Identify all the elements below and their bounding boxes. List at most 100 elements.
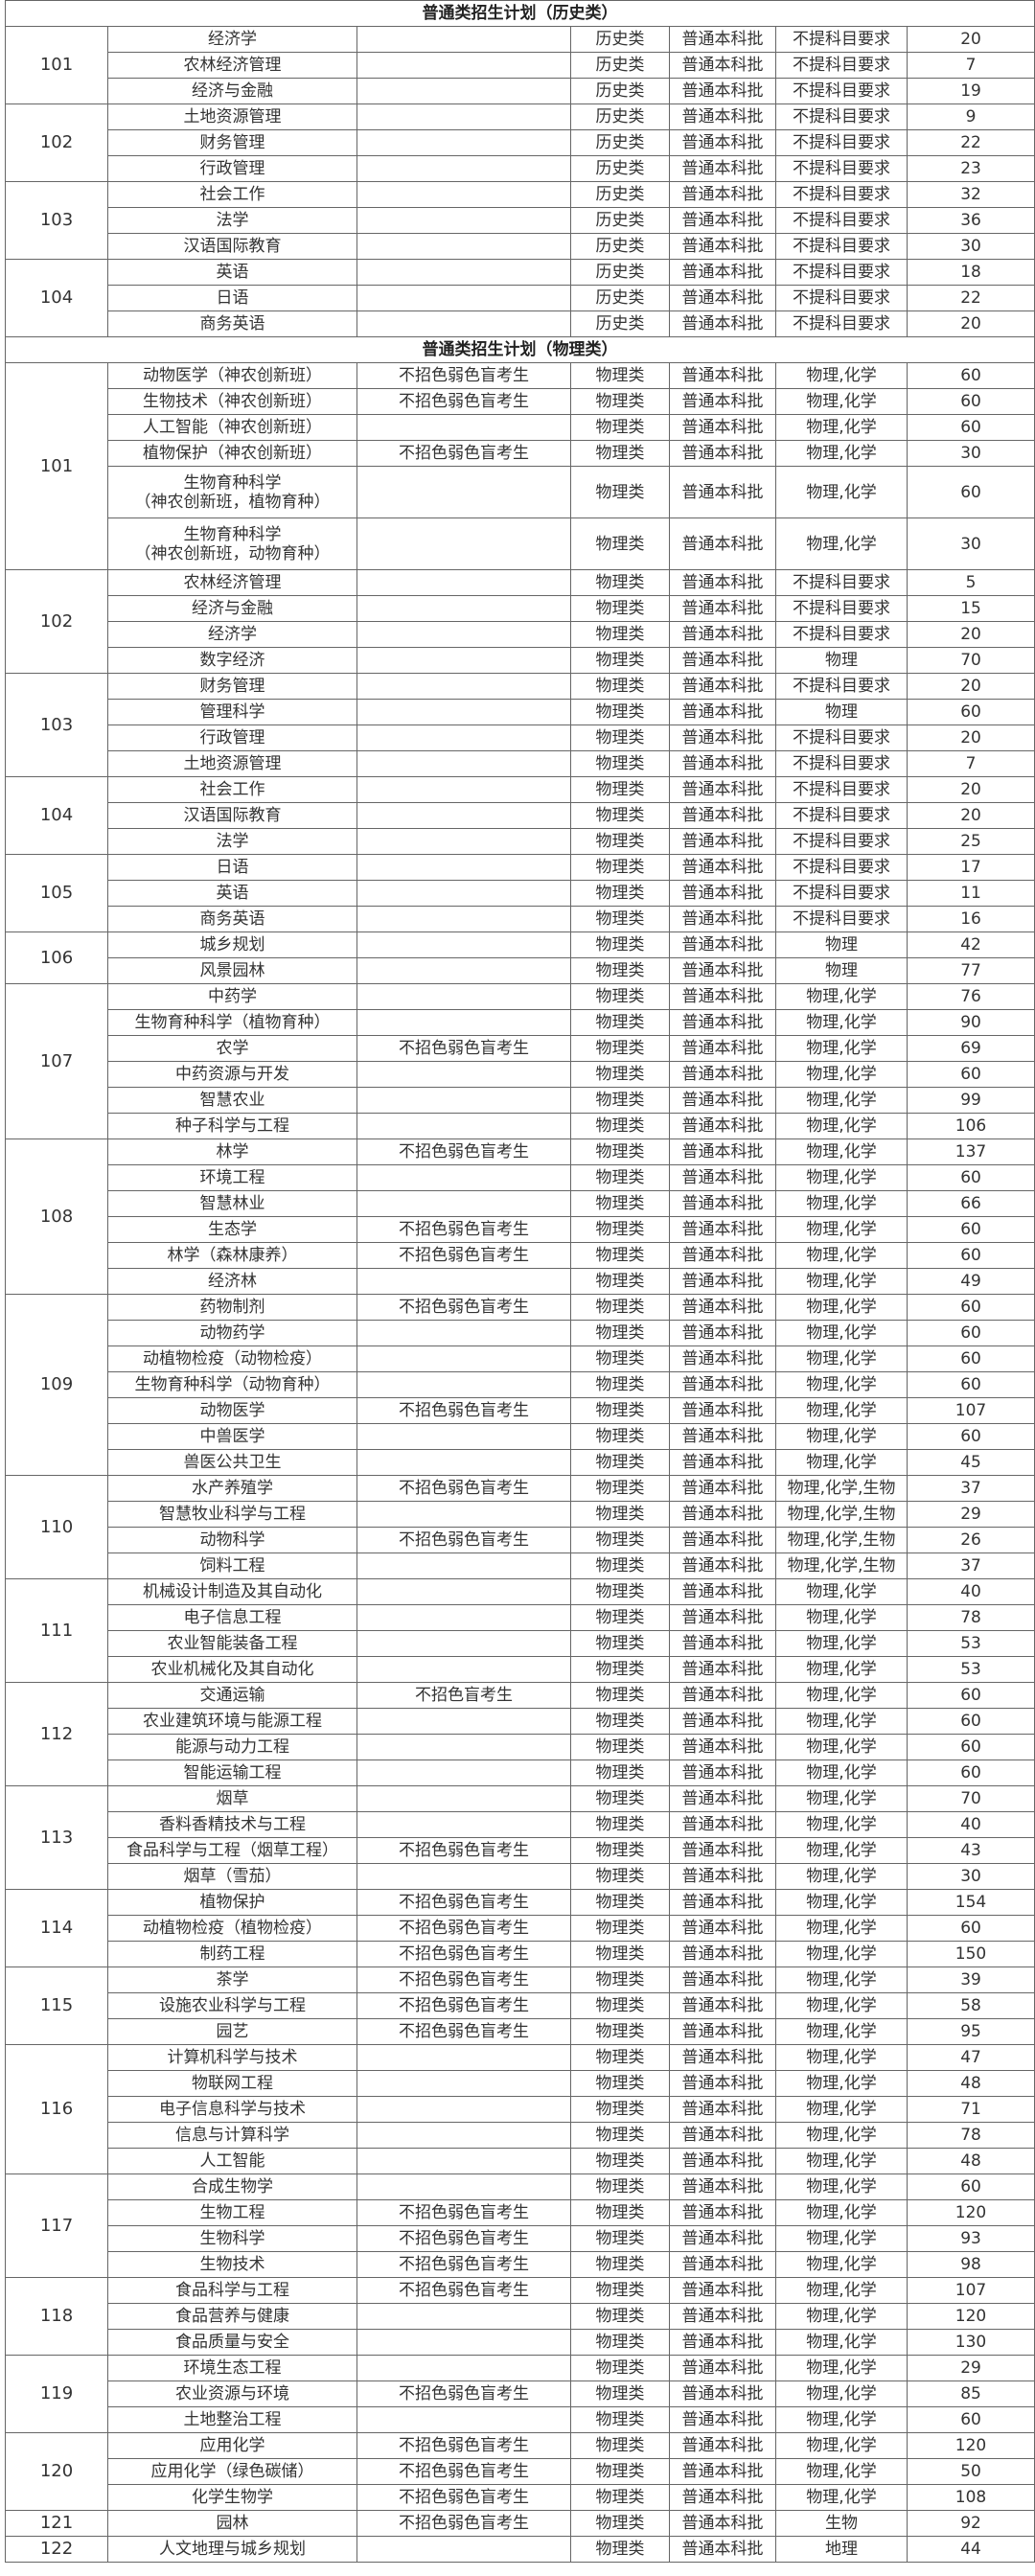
admission-batch: 普通本科批	[669, 52, 776, 79]
admission-note	[356, 828, 571, 855]
admission-note	[356, 1423, 571, 1450]
subject-requirement: 物理,化学	[775, 1009, 908, 1036]
admission-batch: 普通本科批	[669, 2303, 776, 2330]
admission-note	[356, 854, 571, 881]
subject-requirement: 物理,化学	[775, 388, 908, 415]
plan-count: 71	[906, 2096, 1035, 2123]
plan-count: 60	[906, 414, 1035, 441]
subject-requirement: 物理,化学	[775, 1578, 908, 1605]
admission-batch: 普通本科批	[669, 1708, 776, 1735]
plan-count: 60	[906, 1423, 1035, 1450]
admission-note: 不招色盲考生	[356, 1682, 571, 1709]
subject-category: 物理类	[570, 1889, 670, 1916]
major-name: 生态学	[107, 1216, 357, 1243]
plan-count: 30	[906, 233, 1035, 260]
subject-category: 物理类	[570, 1449, 670, 1476]
subject-requirement: 物理,化学	[775, 1061, 908, 1088]
table-row: 饲料工程 物理类 普通本科批 物理,化学,生物 37	[6, 1552, 1035, 1579]
admission-note	[356, 26, 571, 53]
subject-category: 物理类	[570, 2458, 670, 2485]
major-name: 环境生态工程	[107, 2355, 357, 2381]
admission-note	[356, 285, 571, 311]
subject-requirement: 不提科目要求	[775, 776, 908, 803]
plan-count: 37	[906, 1475, 1035, 1502]
subject-requirement: 物理,化学	[775, 1397, 908, 1424]
group-code: 102	[5, 104, 108, 182]
plan-count: 42	[906, 932, 1035, 958]
table-row: 食品质量与安全 物理类 普通本科批 物理,化学 130	[6, 2329, 1035, 2356]
major-name: 植物保护	[107, 1889, 357, 1916]
admission-note	[356, 880, 571, 907]
subject-category: 物理类	[570, 1966, 670, 1993]
group-code: 109	[5, 1294, 108, 1476]
plan-count: 60	[906, 1682, 1035, 1709]
admission-batch: 普通本科批	[669, 518, 776, 570]
admission-batch: 普通本科批	[669, 2251, 776, 2278]
subject-category: 物理类	[570, 957, 670, 984]
table-row: 121 园林 不招色弱色盲考生 物理类 普通本科批 生物 92	[5, 2510, 1035, 2537]
major-name: 风景园林	[107, 957, 357, 984]
subject-category: 物理类	[570, 2484, 670, 2511]
admission-note	[356, 776, 571, 803]
subject-category: 物理类	[570, 1992, 670, 2019]
plan-count: 22	[906, 285, 1035, 311]
table-row: 法学 历史类 普通本科批 不提科目要求 36	[6, 207, 1035, 234]
subject-category: 物理类	[570, 828, 670, 855]
subject-category: 历史类	[570, 129, 670, 156]
major-name: 生物育种科学（动物育种）	[107, 1371, 357, 1398]
major-name: 能源与动力工程	[107, 1734, 357, 1760]
subject-category: 物理类	[570, 1708, 670, 1735]
subject-category: 物理类	[570, 699, 670, 725]
major-name: 电子信息工程	[107, 1604, 357, 1631]
admission-batch: 普通本科批	[669, 440, 776, 467]
admission-note	[356, 1087, 571, 1114]
table-row: 116 计算机科学与技术 物理类 普通本科批 物理,化学 47	[5, 2044, 1035, 2174]
group-code: 103	[5, 673, 108, 777]
plan-count: 60	[906, 1242, 1035, 1269]
subject-requirement: 不提科目要求	[775, 233, 908, 260]
group-code: 108	[5, 1138, 108, 1295]
admission-batch: 普通本科批	[669, 1863, 776, 1890]
admission-note	[356, 1578, 571, 1605]
admission-batch: 普通本科批	[669, 854, 776, 881]
major-name: 农学	[107, 1035, 357, 1062]
subject-requirement: 物理,化学	[775, 1216, 908, 1243]
admission-note	[356, 1501, 571, 1528]
admission-batch: 普通本科批	[669, 1992, 776, 2019]
subject-requirement: 物理,化学	[775, 2044, 908, 2071]
subject-category: 物理类	[570, 647, 670, 674]
plan-count: 37	[906, 1552, 1035, 1579]
subject-category: 物理类	[570, 2044, 670, 2071]
subject-category: 物理类	[570, 750, 670, 777]
table-row: 园艺 不招色弱色盲考生 物理类 普通本科批 物理,化学 95	[6, 2018, 1035, 2045]
major-name: 林学（森林康养）	[107, 1242, 357, 1269]
admission-note	[356, 1268, 571, 1295]
admission-note: 不招色弱色盲考生	[356, 2018, 571, 2045]
admission-batch: 普通本科批	[669, 2355, 776, 2381]
subject-category: 物理类	[570, 1734, 670, 1760]
admission-note	[356, 155, 571, 182]
table-row: 兽医公共卫生 物理类 普通本科批 物理,化学 45	[6, 1449, 1035, 1476]
table-row: 111 机械设计制造及其自动化 物理类 普通本科批 物理,化学 40	[5, 1578, 1035, 1683]
admission-batch: 普通本科批	[669, 1552, 776, 1579]
table-row: 种子科学与工程 物理类 普通本科批 物理,化学 106	[6, 1113, 1035, 1139]
admission-note	[356, 1009, 571, 1036]
major-name: 智能运输工程	[107, 1760, 357, 1786]
plan-count: 120	[906, 2303, 1035, 2330]
subject-requirement: 物理	[775, 699, 908, 725]
major-name: 应用化学	[107, 2432, 357, 2459]
subject-category: 物理类	[570, 1785, 670, 1812]
group-code: 120	[5, 2432, 108, 2511]
table-row: 管理科学 物理类 普通本科批 物理 60	[6, 699, 1035, 725]
subject-requirement: 物理,化学	[775, 1656, 908, 1683]
major-name: 社会工作	[107, 181, 357, 208]
subject-requirement: 不提科目要求	[775, 181, 908, 208]
admission-batch: 普通本科批	[669, 26, 776, 53]
group-code: 119	[5, 2355, 108, 2433]
admission-batch: 普通本科批	[669, 310, 776, 337]
group-code: 118	[5, 2277, 108, 2356]
table-row: 应用化学（绿色碳储） 不招色弱色盲考生 物理类 普通本科批 物理,化学 50	[6, 2458, 1035, 2485]
subject-category: 物理类	[570, 1760, 670, 1786]
admission-batch: 普通本科批	[669, 1682, 776, 1709]
admission-note: 不招色弱色盲考生	[356, 1216, 571, 1243]
